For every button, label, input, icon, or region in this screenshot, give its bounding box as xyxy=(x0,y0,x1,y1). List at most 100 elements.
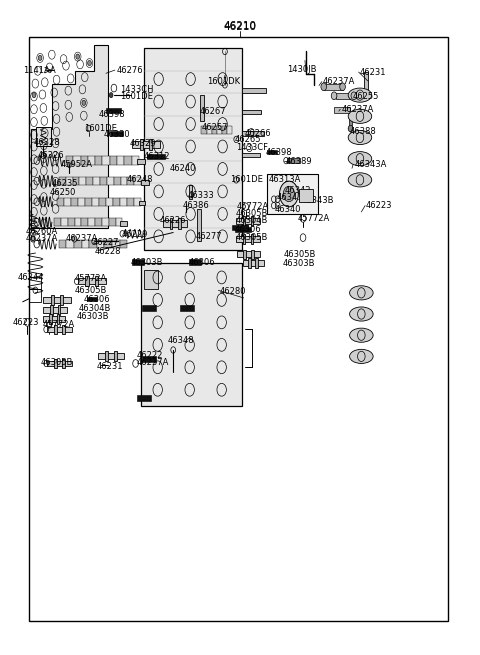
Bar xyxy=(243,250,246,259)
Bar xyxy=(95,218,102,227)
Text: 46342: 46342 xyxy=(284,185,311,195)
Bar xyxy=(235,227,252,233)
Bar xyxy=(102,218,109,227)
Bar xyxy=(114,177,120,185)
Bar xyxy=(251,216,253,226)
Text: 46333: 46333 xyxy=(187,191,214,200)
Text: 46398: 46398 xyxy=(265,149,292,157)
Bar xyxy=(59,177,66,185)
Bar xyxy=(66,156,73,165)
Text: 46257: 46257 xyxy=(202,122,228,132)
Text: 46329: 46329 xyxy=(130,140,156,149)
Text: 46398: 46398 xyxy=(99,110,125,119)
Text: 46210: 46210 xyxy=(224,21,256,31)
Bar xyxy=(73,156,81,165)
Bar xyxy=(242,109,261,114)
Bar xyxy=(61,218,68,227)
Bar xyxy=(82,218,88,227)
Text: 1601DK: 1601DK xyxy=(207,77,240,86)
Bar xyxy=(201,95,204,121)
Bar xyxy=(47,361,72,366)
Bar xyxy=(105,351,108,360)
Bar xyxy=(267,174,318,214)
Bar xyxy=(87,297,97,301)
Bar xyxy=(106,198,113,206)
Text: 46389: 46389 xyxy=(285,157,312,166)
Bar xyxy=(236,218,260,224)
Bar xyxy=(78,278,106,284)
Text: 46237A: 46237A xyxy=(136,358,169,367)
Circle shape xyxy=(31,236,36,242)
Text: 46260A: 46260A xyxy=(25,227,58,236)
Text: 46267: 46267 xyxy=(200,107,227,117)
Text: 46303B: 46303B xyxy=(76,312,109,321)
Ellipse shape xyxy=(348,109,372,123)
Bar xyxy=(66,177,72,185)
Text: 46306: 46306 xyxy=(234,225,261,234)
Bar xyxy=(243,234,245,244)
Text: 46223: 46223 xyxy=(366,201,393,210)
Bar xyxy=(236,236,260,242)
Bar xyxy=(93,177,100,185)
Bar xyxy=(147,153,165,159)
Bar xyxy=(227,126,232,134)
Ellipse shape xyxy=(349,307,373,321)
Bar xyxy=(139,200,145,205)
Text: 46305B: 46305B xyxy=(283,250,316,259)
Text: 46265: 46265 xyxy=(234,135,261,144)
Bar xyxy=(249,259,251,268)
Bar xyxy=(107,108,121,113)
Ellipse shape xyxy=(349,349,373,364)
Ellipse shape xyxy=(348,173,372,187)
Text: 1433CH: 1433CH xyxy=(120,85,154,94)
Bar xyxy=(29,289,41,302)
Circle shape xyxy=(331,92,337,100)
Circle shape xyxy=(82,100,86,105)
Text: 46255: 46255 xyxy=(353,92,379,101)
Text: 46226: 46226 xyxy=(160,216,187,225)
Bar xyxy=(132,141,160,148)
Text: 46304B: 46304B xyxy=(79,304,111,312)
Bar xyxy=(251,234,253,244)
Bar xyxy=(54,325,57,334)
Bar xyxy=(137,395,151,401)
Text: 46340: 46340 xyxy=(275,205,301,214)
Bar xyxy=(78,198,85,206)
Bar xyxy=(242,132,264,136)
Text: 46386: 46386 xyxy=(182,201,209,210)
Bar xyxy=(88,218,95,227)
Text: 45772A: 45772A xyxy=(236,202,268,212)
Bar xyxy=(117,156,124,165)
Text: 46328: 46328 xyxy=(34,138,60,147)
Bar xyxy=(95,156,102,165)
Text: 46231: 46231 xyxy=(97,362,123,371)
Bar xyxy=(114,351,117,360)
Bar xyxy=(136,159,145,164)
Text: 46250: 46250 xyxy=(50,188,76,197)
Bar xyxy=(216,126,222,134)
Bar xyxy=(142,305,156,311)
Polygon shape xyxy=(31,45,108,228)
Bar xyxy=(95,276,98,286)
Text: 46280: 46280 xyxy=(219,287,246,296)
Bar xyxy=(189,185,192,199)
Text: 46237A: 46237A xyxy=(25,234,58,244)
Bar xyxy=(237,252,260,257)
Bar xyxy=(110,156,117,165)
Bar xyxy=(109,218,116,227)
Text: 1601DE: 1601DE xyxy=(84,124,117,133)
Bar xyxy=(242,88,266,93)
Bar xyxy=(149,140,152,150)
Bar xyxy=(98,353,124,359)
Bar xyxy=(63,198,71,206)
Bar xyxy=(99,198,106,206)
Text: 46237A: 46237A xyxy=(66,234,98,244)
Bar xyxy=(59,240,66,248)
Ellipse shape xyxy=(348,130,372,145)
Text: 46305B: 46305B xyxy=(235,209,268,217)
Bar xyxy=(197,209,201,241)
Text: 46343B: 46343B xyxy=(301,196,334,205)
Bar xyxy=(242,153,260,157)
Bar xyxy=(104,240,112,248)
Bar xyxy=(81,156,88,165)
